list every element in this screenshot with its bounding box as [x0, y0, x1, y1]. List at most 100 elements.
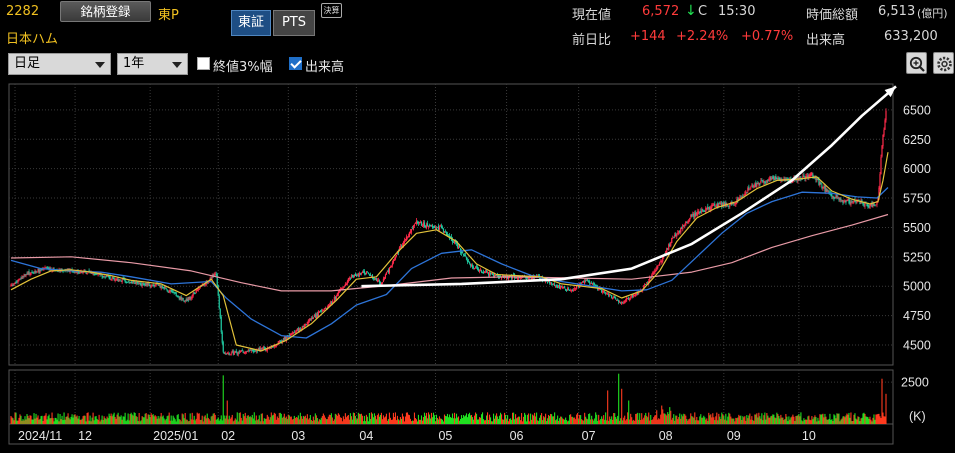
candle-body: [405, 236, 408, 241]
candle-body: [45, 267, 47, 269]
volume-bar: [730, 416, 732, 424]
candle-body: [183, 300, 185, 302]
volume-bar: [84, 415, 86, 424]
candle-body: [193, 292, 195, 294]
volume-bar: [434, 421, 437, 424]
candle-body: [189, 296, 191, 299]
candle-body: [390, 265, 393, 267]
volume-bar: [438, 416, 441, 424]
volume-bar: [776, 412, 778, 424]
candle-body: [583, 280, 585, 283]
zoom-button[interactable]: [906, 52, 927, 74]
volume-bar: [399, 416, 401, 424]
volume-bar: [668, 413, 670, 424]
volume-bar: [639, 413, 641, 424]
tab-tse[interactable]: 東証: [231, 10, 271, 36]
volume-bar: [105, 419, 107, 424]
period-select[interactable]: 1年: [117, 53, 188, 75]
volume-bar: [682, 416, 684, 424]
volume-bar: [699, 416, 701, 424]
candle-body: [73, 270, 75, 273]
candle-body: [802, 176, 804, 179]
candle-body: [214, 273, 216, 275]
volume-bar: [66, 416, 68, 424]
volume-bar: [69, 419, 71, 424]
volume-bar: [145, 413, 147, 424]
volume-bar: [726, 420, 728, 424]
volume-bar: [51, 412, 53, 424]
volume-bar: [550, 413, 552, 424]
volume-bar: [858, 416, 860, 424]
volume-bar: [517, 417, 519, 424]
candle-body: [656, 267, 658, 270]
settings-button[interactable]: [933, 52, 954, 74]
volume-bar: [208, 419, 210, 424]
volume-bar: [717, 420, 719, 424]
stock-chart[interactable]: 4500475050005250550057506000625065002500…: [0, 78, 955, 453]
volume-bar: [307, 419, 309, 424]
volume-bar: [205, 418, 207, 424]
candle-body: [36, 271, 38, 273]
volume-bar: [751, 416, 753, 424]
volume-bar: [570, 414, 572, 424]
quote-header: 2282 銘柄登録 東P 日本ハム 東証 PTS 決算 現在値 6,572 ↓ …: [0, 0, 955, 52]
candle-body: [651, 275, 653, 278]
candle-body: [39, 270, 41, 273]
candle-body: [393, 259, 396, 261]
candle-body: [550, 283, 552, 285]
candle-body: [113, 277, 115, 281]
candle-body: [374, 277, 377, 280]
candle-body: [501, 274, 504, 278]
candle-body: [735, 202, 737, 205]
volume-bar: [740, 415, 742, 424]
candle-body: [763, 180, 765, 183]
candle-body: [243, 352, 245, 354]
candle-body: [683, 225, 685, 227]
candle-body: [199, 286, 201, 289]
volume-bar: [610, 419, 612, 424]
volume-bar: [467, 414, 470, 424]
volume-bar: [453, 412, 456, 424]
interval-select[interactable]: 日足: [8, 53, 111, 75]
candle-body: [279, 340, 281, 342]
candle-body: [530, 278, 533, 280]
volume-bar: [761, 413, 763, 424]
volume-bar: [439, 418, 442, 424]
volume-bar: [108, 413, 110, 424]
candle-body: [636, 292, 638, 295]
gear-icon: [937, 56, 952, 72]
band-checkbox[interactable]: [197, 57, 210, 70]
volume-bar: [807, 416, 809, 424]
volume-bar: [127, 413, 129, 424]
candle-body: [668, 244, 670, 250]
candle-body: [327, 304, 329, 308]
volume-bar: [95, 416, 97, 424]
volume-bar: [330, 413, 332, 424]
volume-bar: [825, 416, 827, 424]
volume-bar: [697, 420, 699, 424]
tab-pts[interactable]: PTS: [273, 10, 315, 36]
earnings-badge[interactable]: 決算: [321, 3, 342, 18]
volume-bar: [478, 417, 481, 424]
volume-bar: [269, 417, 271, 424]
volume-bar: [677, 419, 679, 424]
candle-body: [595, 284, 597, 286]
candle-body: [174, 292, 176, 294]
candle-body: [318, 311, 320, 313]
volume-bar: [136, 416, 138, 424]
volume-bar: [285, 416, 287, 424]
register-stock-button[interactable]: 銘柄登録: [60, 1, 151, 22]
candle-body: [324, 308, 326, 310]
volume-checkbox[interactable]: [289, 57, 302, 70]
volume-bar: [365, 414, 367, 424]
volume-bar: [606, 420, 608, 424]
candle-body: [310, 317, 312, 320]
volume-bar: [857, 416, 859, 424]
candle-body: [423, 222, 426, 227]
volume-bar: [603, 415, 605, 424]
candle-body: [457, 246, 460, 249]
volume-bar: [13, 420, 15, 424]
volume-bar: [791, 416, 793, 424]
volume-bar: [665, 414, 667, 424]
candle-body: [366, 271, 369, 273]
